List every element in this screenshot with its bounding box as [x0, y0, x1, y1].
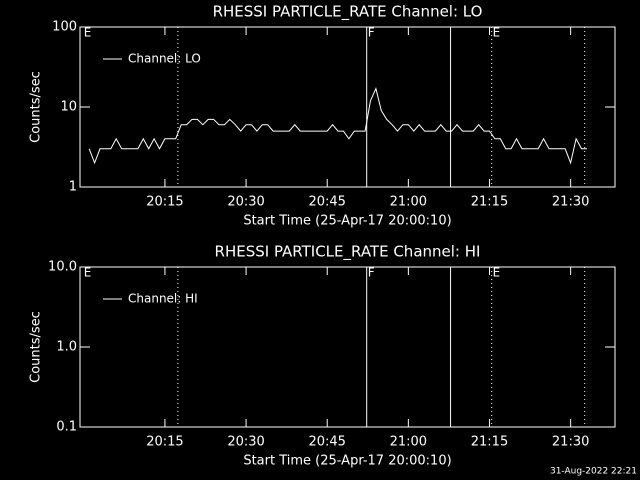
y-tick-label: 10.0 — [48, 260, 77, 275]
y-tick-label: 1 — [69, 180, 77, 195]
x-tick-label: 20:30 — [227, 195, 264, 210]
legend-label: Channel: HI — [128, 292, 198, 306]
x-tick-label: 21:30 — [552, 435, 589, 450]
chart-title: RHESSI PARTICLE_RATE Channel: HI — [215, 243, 481, 262]
x-tick-label: 20:15 — [146, 195, 183, 210]
chart-title: RHESSI PARTICLE_RATE Channel: LO — [213, 3, 483, 22]
event-label: F — [368, 266, 375, 280]
data-line — [88, 87, 587, 165]
footer: 31-Aug-2022 22:21 — [550, 467, 637, 477]
event-label: E — [84, 266, 92, 280]
y-tick-label: 10 — [60, 100, 77, 115]
event-label: F — [368, 26, 375, 40]
x-tick-label: 21:30 — [552, 195, 589, 210]
x-tick-label: 21:15 — [471, 195, 508, 210]
x-tick-label: 20:45 — [308, 435, 345, 450]
y-tick-label: 0.1 — [56, 420, 77, 435]
event-label: E — [493, 26, 501, 40]
x-tick-label: 20:30 — [227, 435, 264, 450]
x-axis-label: Start Time (25-Apr-17 20:00:10) — [243, 454, 451, 469]
x-tick-label: 21:15 — [471, 435, 508, 450]
y-tick-label: 1.0 — [56, 340, 77, 355]
y-tick-label: 100 — [52, 20, 77, 35]
event-label: E — [493, 266, 501, 280]
x-axis-label: Start Time (25-Apr-17 20:00:10) — [243, 214, 451, 229]
x-tick-label: 20:45 — [308, 195, 345, 210]
x-tick-label: 20:15 — [146, 435, 183, 450]
legend-label: Channel: LO — [128, 52, 201, 66]
event-label: E — [84, 26, 92, 40]
y-axis-label: Counts/sec — [29, 311, 44, 383]
y-axis-label: Counts/sec — [29, 71, 44, 143]
x-tick-label: 21:00 — [390, 435, 427, 450]
x-tick-label: 21:00 — [390, 195, 427, 210]
